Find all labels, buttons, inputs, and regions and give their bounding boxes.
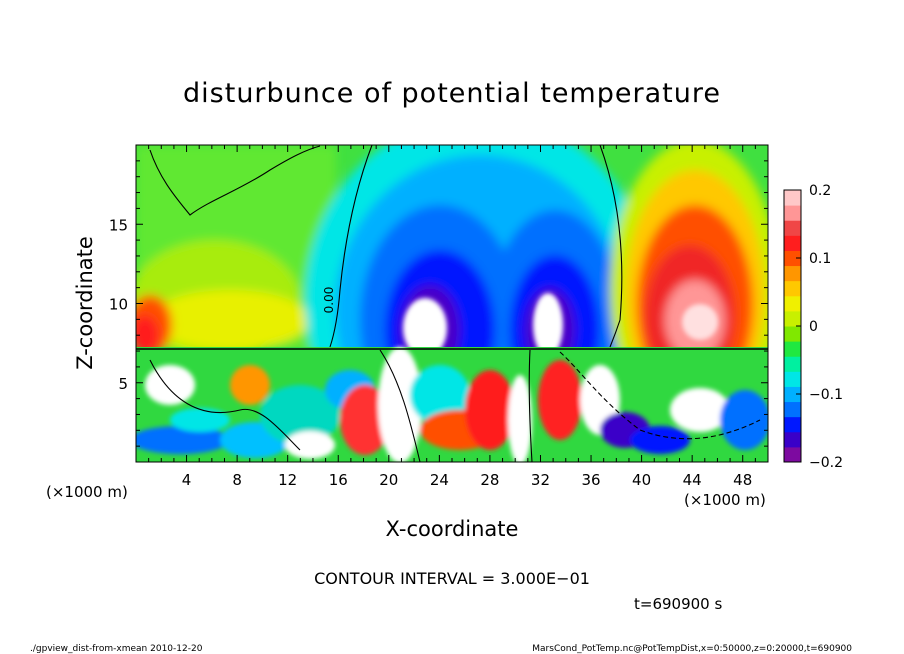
colorbar-swatch [784,235,801,251]
colorbar-swatch [784,310,801,327]
contour-zero-right [599,145,623,348]
contour-lines [149,145,761,462]
lower-layer [136,347,768,462]
x-tick-label: 20 [379,471,398,489]
colorbar-swatch [784,341,801,357]
colorbar-tick-label: 0 [809,319,818,335]
colorbar-swatch [784,386,801,403]
contour-interval: CONTOUR INTERVAL = 3.000E−01 [314,569,590,588]
colorbar-swatch [784,220,801,236]
x-tick-label: 28 [480,471,499,489]
y-tick-label: 15 [109,216,128,234]
chart-title: disturbunce of potential temperature [183,78,721,109]
x-tick-label: 16 [329,471,348,489]
x-axis: 4 8 12 16 20 24 28 32 36 40 44 48 [148,145,756,489]
colorbar: 0.2 0.1 0 −0.1 −0.2 [783,183,843,471]
white-plume-left [403,298,447,358]
colorbar-swatch [784,326,801,342]
colorbar-tick-label: −0.2 [809,455,843,471]
x-unit-left: (×1000 m) [46,483,128,501]
x-tick-label: 44 [683,471,702,489]
colorbar-swatch [784,295,801,312]
colorbar-swatch [784,431,801,448]
contour-lower-2 [528,349,533,462]
x-tick-label: 40 [632,471,651,489]
colorbar-swatch [784,280,801,297]
colorbar-swatch [784,250,801,267]
contour-zero-middle [329,145,373,348]
x-tick-label: 4 [182,471,192,489]
colorbar-swatch [784,356,801,372]
colorbar-swatch [784,265,801,282]
y-axis: 5 10 15 [109,160,768,447]
colorbar-swatch [784,416,801,433]
time-label: t=690900 s [634,595,722,613]
y-tick-label: 10 [109,296,128,314]
x-axis-label: X-coordinate [386,517,519,541]
colorbar-swatch [784,371,801,387]
colorbar-tick-label: −0.1 [809,387,843,403]
x-unit-right: (×1000 m) [684,491,766,509]
x-tick-label: 24 [430,471,449,489]
white-patch-top-right [682,304,718,340]
contour-lower-4 [149,359,301,451]
colorbar-swatch [784,446,801,463]
footer-right: MarsCond_PotTemp.nc@PotTempDist,x=0:5000… [532,644,852,654]
heatmap-field: 0.00 [136,145,768,462]
colorbar-swatch [784,401,801,418]
contour-lower-3 [559,351,761,440]
colorbar-tick-label: 0.2 [809,183,831,199]
x-tick-label: 32 [531,471,550,489]
y-tick-label: 5 [118,375,128,393]
x-tick-label: 48 [733,471,752,489]
colorbar-tick-label: 0.1 [809,251,831,267]
x-tick-label: 8 [232,471,242,489]
x-tick-label: 36 [581,471,600,489]
colorbar-swatch [784,205,801,221]
x-tick-label: 12 [278,471,297,489]
contour-label: 0.00 [322,287,336,314]
white-plume-right [533,293,563,357]
colorbar-swatch [784,190,801,206]
y-axis-label: Z-coordinate [73,236,97,370]
contour-zero-left [149,145,321,216]
contour-lower-1 [379,349,421,462]
footer-left: ./gpview_dist-from-xmean 2010-12-20 [30,644,203,654]
